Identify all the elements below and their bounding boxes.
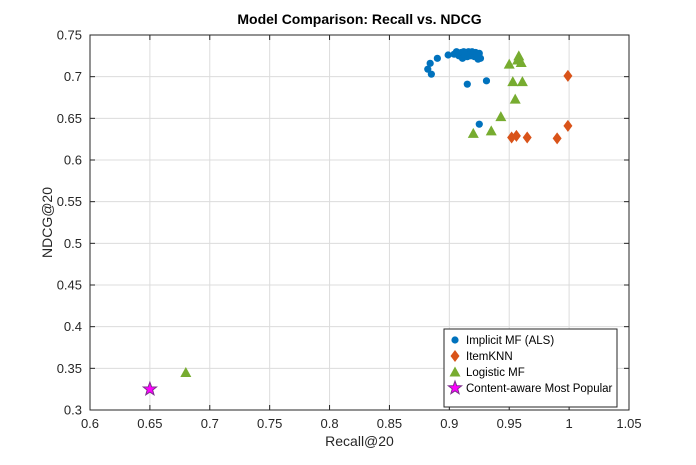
y-tick-label: 0.6 bbox=[64, 153, 82, 168]
circle-data-point bbox=[444, 51, 452, 59]
legend-entry-label: ItemKNN bbox=[466, 351, 513, 363]
x-tick-label: 0.95 bbox=[497, 416, 522, 431]
y-tick-label: 0.4 bbox=[64, 319, 82, 334]
series-implicit-mf-als bbox=[424, 48, 491, 128]
triangle-data-point bbox=[503, 58, 515, 69]
x-tick-label: 0.8 bbox=[321, 416, 339, 431]
triangle-data-point bbox=[495, 111, 507, 122]
diamond-data-point bbox=[522, 131, 532, 144]
y-tick-label: 0.75 bbox=[57, 28, 82, 43]
star-data-point bbox=[141, 380, 158, 397]
y-axis-label: NDCG@20 bbox=[39, 187, 55, 258]
legend-diamond-icon bbox=[450, 350, 460, 362]
plot-frame bbox=[89, 34, 630, 411]
triangle-data-point bbox=[509, 93, 521, 104]
circle-data-point bbox=[463, 80, 471, 88]
y-tick-label: 0.3 bbox=[64, 403, 82, 418]
x-axis-label: Recall@20 bbox=[325, 433, 394, 449]
circle-data-point bbox=[427, 70, 435, 78]
circle-data-point bbox=[424, 65, 432, 73]
series-content-aware-most-popular bbox=[141, 380, 158, 397]
legend-entry-label: Logistic MF bbox=[466, 367, 525, 379]
diamond-data-point bbox=[552, 132, 562, 145]
series-itemknn bbox=[507, 69, 573, 145]
circle-data-point bbox=[433, 54, 441, 62]
legend-triangle-icon bbox=[449, 366, 461, 377]
triangle-data-point bbox=[516, 76, 528, 87]
x-tick-label: 0.7 bbox=[201, 416, 219, 431]
legend-box bbox=[443, 328, 618, 408]
y-tick-label: 0.7 bbox=[64, 69, 82, 84]
diamond-data-point bbox=[563, 69, 573, 82]
x-tick-label: 0.9 bbox=[440, 416, 458, 431]
circle-data-point bbox=[475, 120, 483, 128]
tick-labels: 0.6 0.65 0.7 0.75 0.8 0.85 0.9 0.95 1 1.05 0.3 0.35… bbox=[57, 28, 642, 432]
legend-star-icon bbox=[446, 379, 464, 395]
x-tick-label: 0.75 bbox=[257, 416, 282, 431]
legend-entry-label: Implicit MF (ALS) bbox=[466, 335, 554, 347]
series-logistic-mf bbox=[180, 50, 528, 377]
x-tick-label: 0.85 bbox=[377, 416, 402, 431]
triangle-data-point bbox=[180, 367, 192, 377]
triangle-data-point bbox=[467, 127, 479, 138]
y-tick-label: 0.65 bbox=[57, 111, 82, 126]
x-tick-label: 0.65 bbox=[137, 416, 162, 431]
legend-entry-label: Content-aware Most Popular bbox=[466, 383, 613, 395]
chart-title: Model Comparison: Recall vs. NDCG bbox=[237, 11, 481, 27]
circle-data-point bbox=[476, 54, 485, 62]
circle-data-point bbox=[482, 77, 491, 85]
triangle-data-point bbox=[515, 57, 527, 67]
diamond-data-point bbox=[507, 131, 517, 144]
circle-data-point bbox=[426, 59, 434, 67]
diamond-data-point bbox=[563, 119, 573, 132]
data-points bbox=[141, 48, 573, 397]
y-tick-label: 0.5 bbox=[64, 236, 82, 251]
y-tick-label: 0.35 bbox=[57, 361, 82, 376]
legend: Implicit MF (ALS) ItemKNN Logistic MF Conte… bbox=[443, 328, 618, 408]
x-tick-label: 1 bbox=[565, 416, 572, 431]
x-tick-label: 1.05 bbox=[616, 416, 641, 431]
triangle-data-point bbox=[485, 125, 497, 136]
x-tick-label: 0.6 bbox=[81, 416, 99, 431]
y-tick-label: 0.55 bbox=[57, 194, 82, 209]
triangle-data-point bbox=[507, 76, 519, 87]
legend-circle-icon bbox=[451, 336, 459, 344]
y-tick-label: 0.45 bbox=[57, 278, 82, 293]
